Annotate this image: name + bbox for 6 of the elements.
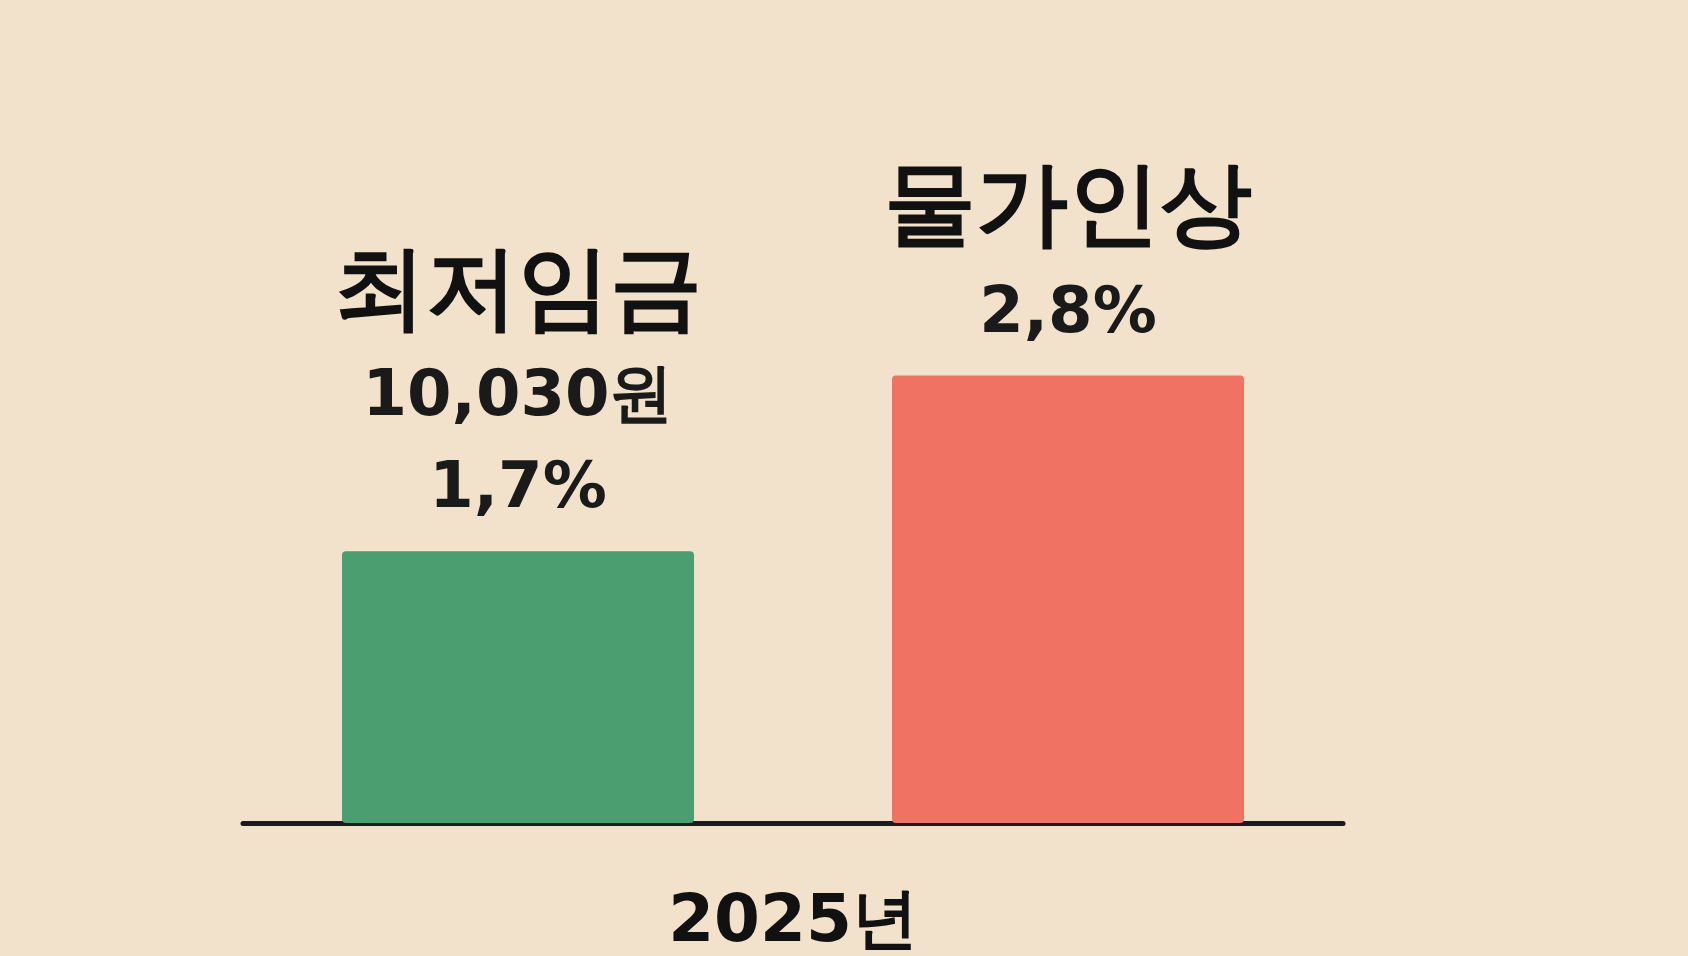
annotation: 10,030원: [362, 356, 674, 431]
x-axis-title: 2025년: [668, 879, 918, 956]
x-tick-label: 최저임금: [334, 233, 702, 341]
data-label: 2,8%: [979, 272, 1157, 347]
x-tick-label: 물가인상: [884, 150, 1252, 258]
data-label: 1,7%: [429, 448, 607, 523]
